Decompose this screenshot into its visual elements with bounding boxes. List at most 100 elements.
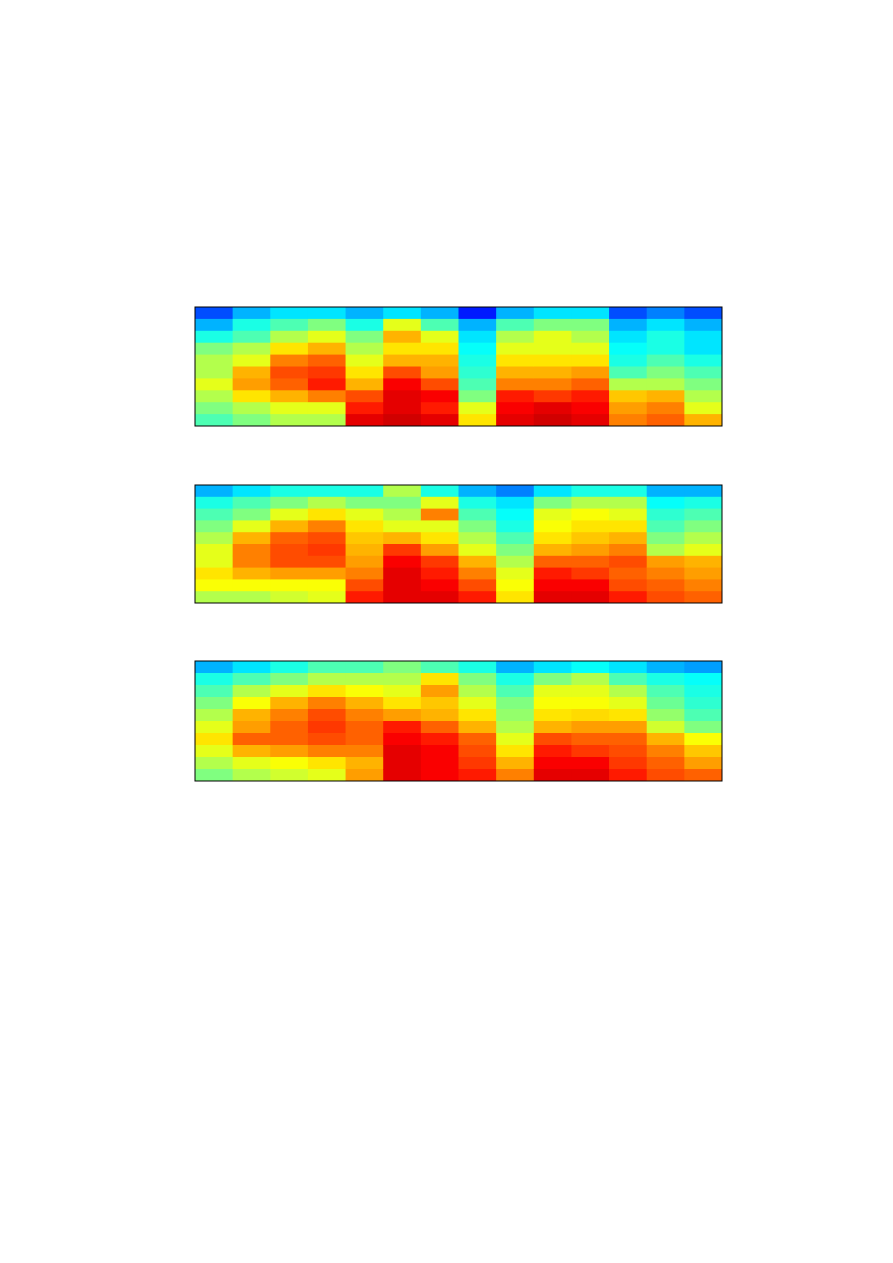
heatmap-cell bbox=[646, 307, 685, 320]
heatmap-cell bbox=[571, 721, 610, 734]
heatmap-cell bbox=[307, 733, 347, 746]
heatmap-cell bbox=[458, 745, 497, 758]
heatmap-cell bbox=[345, 354, 384, 367]
heatmap-cell bbox=[533, 354, 572, 367]
heatmap-cell bbox=[646, 318, 685, 332]
heatmap-cell bbox=[232, 307, 271, 320]
heatmap-cell bbox=[270, 520, 309, 533]
heatmap-cell bbox=[496, 685, 535, 698]
heatmap-cell bbox=[458, 318, 497, 332]
heatmap-cell bbox=[383, 709, 422, 722]
heatmap-cell bbox=[420, 508, 459, 521]
heatmap-cell bbox=[420, 520, 459, 533]
heatmap-cell bbox=[420, 485, 459, 498]
heatmap-cell bbox=[496, 721, 535, 734]
heatmap-cell bbox=[533, 390, 572, 403]
heatmap-cell bbox=[195, 579, 234, 592]
heatmap-cell bbox=[383, 520, 422, 533]
heatmap-cell bbox=[420, 709, 459, 722]
heatmap-cell bbox=[571, 402, 610, 415]
heatmap-cell bbox=[458, 520, 497, 533]
heatmap-cell bbox=[232, 709, 271, 722]
heatmap-cell bbox=[232, 757, 271, 770]
heatmap-cell bbox=[646, 661, 685, 674]
heatmap-cell bbox=[571, 307, 610, 320]
heatmap-cell bbox=[458, 757, 497, 770]
heatmap-cell bbox=[533, 769, 572, 782]
heatmap-cell bbox=[609, 757, 648, 770]
heatmap-cell bbox=[609, 567, 648, 580]
heatmap-cell bbox=[684, 697, 723, 710]
heatmap-cell bbox=[270, 544, 309, 557]
heatmap-cell bbox=[195, 685, 234, 698]
heatmap-cell bbox=[458, 721, 497, 734]
heatmap-cell bbox=[684, 685, 723, 698]
heatmap-cell bbox=[571, 390, 610, 403]
heatmap-cell bbox=[684, 661, 723, 674]
heatmap-cell bbox=[270, 532, 309, 545]
heatmap-cell bbox=[496, 591, 535, 604]
heatmap-cell bbox=[345, 567, 384, 580]
heatmap-cell bbox=[684, 496, 723, 510]
heatmap-cell bbox=[270, 579, 309, 592]
heatmap-cell bbox=[383, 342, 422, 356]
heatmap-cell bbox=[646, 544, 685, 557]
heatmap-cell bbox=[684, 414, 723, 427]
heatmap-cell bbox=[609, 520, 648, 533]
heatmap-cell bbox=[270, 485, 309, 498]
heatmap-cell bbox=[684, 366, 723, 379]
heatmap-cell bbox=[420, 769, 459, 782]
heatmap-cell bbox=[345, 591, 384, 604]
heatmap-cell bbox=[195, 555, 234, 569]
heatmap-cell bbox=[420, 673, 459, 686]
heatmap-cell bbox=[496, 757, 535, 770]
heatmap-cell bbox=[195, 697, 234, 710]
heatmap-cell bbox=[571, 318, 610, 332]
heatmap-cell bbox=[646, 508, 685, 521]
heatmap-cell bbox=[270, 697, 309, 710]
heatmap-cell bbox=[345, 579, 384, 592]
heatmap-cell bbox=[609, 342, 648, 356]
heatmap-cell bbox=[609, 697, 648, 710]
heatmap-cell bbox=[383, 579, 422, 592]
plot-frame bbox=[194, 660, 723, 782]
heatmap-cell bbox=[232, 485, 271, 498]
heatmap-cell bbox=[458, 555, 497, 569]
heatmap-cell bbox=[232, 661, 271, 674]
heatmap-cell bbox=[270, 567, 309, 580]
heatmap-cell bbox=[571, 342, 610, 356]
heatmap-cell bbox=[420, 366, 459, 379]
heatmap-cell bbox=[383, 555, 422, 569]
plot-frame bbox=[194, 484, 723, 604]
heatmap-cell bbox=[420, 532, 459, 545]
heatmap-cell bbox=[383, 567, 422, 580]
heatmap-cell bbox=[270, 354, 309, 367]
heatmap-cell bbox=[420, 591, 459, 604]
heatmap-cell bbox=[609, 544, 648, 557]
heatmap-cell bbox=[533, 532, 572, 545]
heatmap-cell bbox=[533, 414, 572, 427]
heatmap-cell bbox=[383, 496, 422, 510]
heatmap-cell bbox=[420, 318, 459, 332]
heatmap-cell bbox=[383, 733, 422, 746]
heatmap-cell bbox=[307, 697, 347, 710]
heatmap-cell bbox=[646, 567, 685, 580]
heatmap-cell bbox=[307, 520, 347, 533]
heatmap-cell bbox=[232, 544, 271, 557]
heatmap-cell bbox=[684, 544, 723, 557]
heatmap-cell bbox=[345, 661, 384, 674]
heatmap-cell bbox=[609, 579, 648, 592]
heatmap-cell bbox=[195, 520, 234, 533]
heatmap-cell bbox=[420, 544, 459, 557]
heatmap-cell bbox=[684, 673, 723, 686]
heatmap-cell bbox=[571, 532, 610, 545]
heatmap-cell bbox=[458, 567, 497, 580]
heatmap-cell bbox=[496, 378, 535, 391]
heatmap-cell bbox=[345, 555, 384, 569]
heatmap-cell bbox=[420, 697, 459, 710]
heatmap-cell bbox=[458, 661, 497, 674]
heatmap-cell bbox=[195, 496, 234, 510]
heatmap-cell bbox=[420, 307, 459, 320]
heatmap-cell bbox=[458, 496, 497, 510]
heatmap-cell bbox=[571, 661, 610, 674]
